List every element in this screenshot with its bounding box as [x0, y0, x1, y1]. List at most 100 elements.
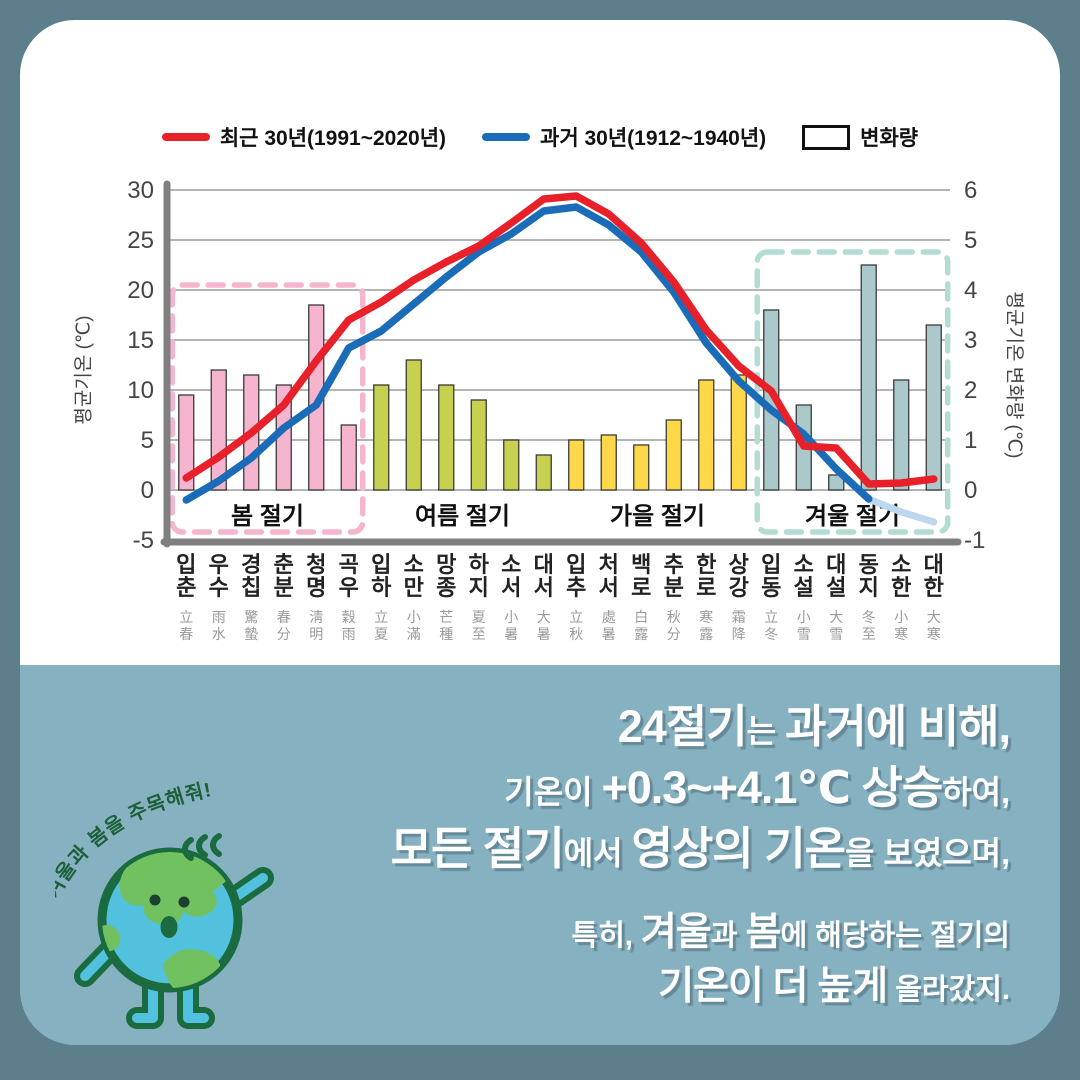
change-bar — [373, 384, 390, 491]
hanja-label: 小寒 — [894, 609, 908, 642]
change-bar — [730, 374, 747, 491]
season-box — [754, 249, 951, 535]
hanja-label: 春分 — [277, 609, 291, 642]
hanja-label: 立夏 — [374, 609, 388, 642]
past-line-faded — [865, 495, 938, 526]
y-tick-label: 25 — [127, 227, 154, 254]
caption-line: 특히, 겨울과 봄에 해당하는 절기의 — [571, 911, 1010, 955]
earth-hair — [182, 833, 222, 861]
earth-face — [149, 894, 190, 938]
change-bar — [633, 444, 650, 491]
season-label: 봄 절기 — [231, 503, 304, 530]
legend-change-label: 변화량 — [860, 127, 919, 150]
hanja-label: 芒種 — [439, 609, 453, 642]
change-bar — [568, 439, 585, 491]
change-bar — [340, 424, 357, 491]
change-bar — [600, 434, 617, 491]
right-tick-label: 5 — [964, 227, 977, 254]
y-tick-label: 5 — [141, 427, 154, 454]
change-bar — [470, 399, 487, 491]
hanja-label: 穀雨 — [342, 609, 356, 642]
legend-recent-label: 최근 30년(1991~2020년) — [219, 127, 447, 150]
change-bar — [210, 369, 227, 491]
hanja-label: 白露 — [634, 609, 648, 642]
caption-line: 기온이 +0.3~+4.1℃ 상승하여, — [504, 761, 1010, 813]
right-axis-title: 평균기온 변화량 (℃) — [1003, 291, 1025, 459]
right-tick-label: 0 — [964, 477, 977, 504]
legend-item-past: 과거 30년(1912~1940년) — [482, 122, 766, 152]
left-axis-title: 평균기온 (℃) — [73, 315, 95, 425]
legend-past-label: 과거 30년(1912~1940년) — [540, 127, 767, 150]
hanja-label: 大暑 — [537, 609, 551, 642]
hanja-label: 小雪 — [797, 609, 811, 642]
y-tick-label: 0 — [141, 477, 154, 504]
right-tick-label: -1 — [964, 527, 985, 554]
y-tick-label: 15 — [127, 327, 154, 354]
caption-line: 기온이 더 높게 올라갔지. — [658, 965, 1010, 1009]
season-box — [169, 282, 366, 535]
recent-line-swatch-icon — [161, 133, 210, 141]
earth-character: 겨울과 봄을 주목해줘! — [55, 780, 274, 1029]
past-line-swatch-icon — [482, 133, 531, 141]
hanja-label: 秋分 — [667, 609, 681, 642]
change-bar — [698, 379, 715, 491]
summary-caption: 24절기는 과거에 비해, 기온이 +0.3~+4.1℃ 상승하여, 모든 절기에서… — [390, 701, 1011, 1010]
right-tick-label: 4 — [964, 277, 977, 304]
change-bar — [503, 439, 520, 491]
change-bar — [405, 359, 422, 491]
change-bar-swatch-icon — [802, 124, 851, 150]
y-tick-label: 10 — [127, 377, 154, 404]
hanja-label: 立冬 — [764, 609, 778, 642]
change-bar — [535, 454, 552, 491]
y-tick-label: 20 — [127, 277, 154, 304]
hanja-label: 立春 — [179, 609, 193, 642]
hanja-label: 霜降 — [732, 609, 746, 642]
hanja-label: 雨水 — [212, 609, 226, 642]
hanja-label: 寒露 — [699, 609, 713, 642]
chart-legend: 최근 30년(1991~2020년) 과거 30년(1912~1940년) 변화… — [20, 122, 1060, 152]
legend-item-recent: 최근 30년(1991~2020년) — [161, 122, 447, 152]
y-tick-label: -5 — [133, 527, 154, 554]
change-bar — [828, 474, 845, 491]
right-tick-label: 1 — [964, 427, 977, 454]
change-bar — [178, 394, 195, 491]
hanja-label: 冬至 — [862, 609, 876, 642]
hanja-label: 立秋 — [569, 609, 583, 642]
change-bar — [893, 379, 910, 491]
hanja-label: 大寒 — [927, 609, 941, 642]
y-tick-label: 30 — [127, 177, 154, 204]
caption-line: 모든 절기에서 영상의 기온을 보였으며, — [390, 822, 1010, 874]
right-tick-label: 2 — [964, 377, 977, 404]
change-bar — [860, 264, 877, 491]
hanja-label: 小滿 — [407, 609, 421, 642]
hanja-label: 小暑 — [504, 609, 518, 642]
legend-item-change: 변화량 — [802, 122, 918, 152]
earth-legs — [126, 969, 215, 1029]
season-label: 가을 절기 — [610, 503, 705, 530]
climate-chart: 봄 절기 여름 절기 가을 절기 겨울 절기302520151050-56543210… — [127, 177, 985, 642]
right-tick-label: 3 — [964, 327, 977, 354]
